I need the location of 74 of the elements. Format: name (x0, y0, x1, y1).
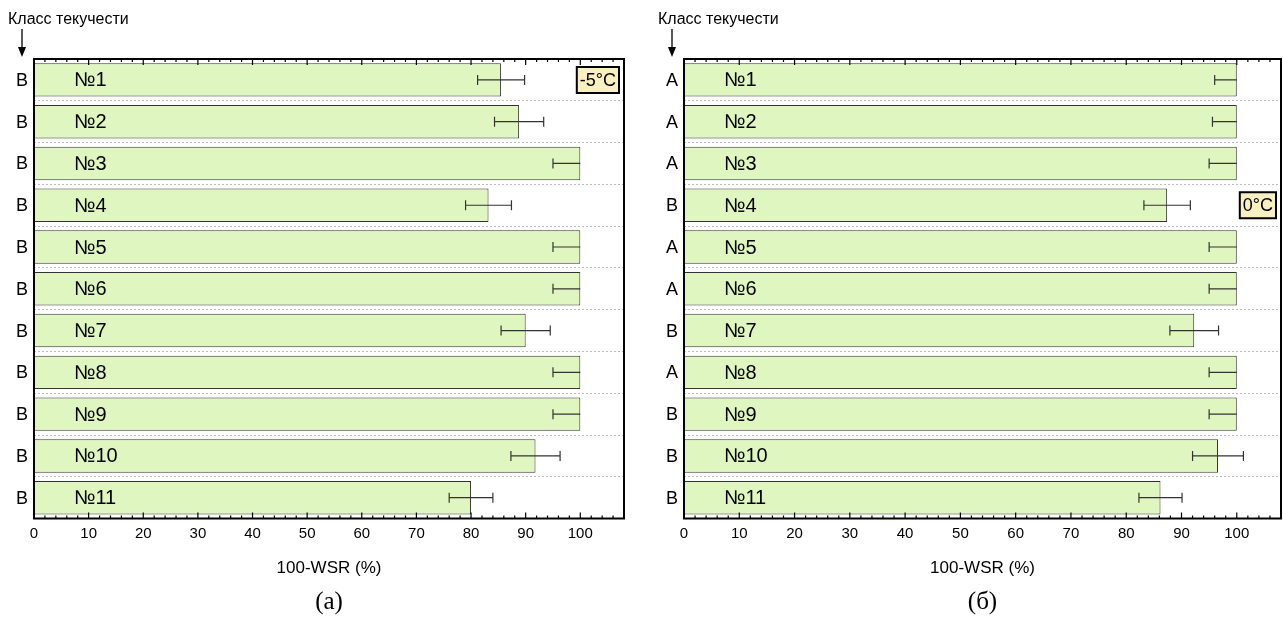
text: B (665, 445, 678, 466)
x-tick-label: 10 (730, 523, 748, 541)
y-tick-label: №11 (724, 486, 767, 509)
annotation: 0°C (1242, 195, 1274, 216)
x-tick-label: 30 (841, 523, 859, 541)
text: B (15, 362, 28, 383)
text: B (665, 404, 678, 425)
x-tick-label: 80 (1117, 523, 1135, 541)
x-tick-label: 50 (298, 523, 316, 541)
x-tick-label: 60 (1007, 523, 1025, 541)
x-tick-label: 40 (896, 523, 914, 541)
y-axis-title: Класс текучести (658, 10, 779, 27)
y-axis-title: Класс текучести (8, 10, 129, 27)
x-tick-label: 0 (29, 523, 39, 541)
text: B (665, 195, 678, 216)
text: B (665, 487, 678, 508)
text: A (665, 69, 678, 90)
y-tick-label: №6 (74, 277, 107, 300)
y-tick-label: №7 (74, 319, 107, 342)
y-tick-label: №2 (74, 110, 107, 133)
text: (б) (967, 586, 998, 615)
text: B (15, 445, 28, 466)
annotation: -5°C (579, 69, 616, 90)
x-tick-label: 20 (134, 523, 152, 541)
x-axis-title: 100-WSR (%) (930, 558, 1035, 578)
text: B (15, 320, 28, 341)
x-tick-label: 40 (244, 523, 261, 541)
x-tick-label: 20 (786, 523, 803, 541)
x-tick-label: 90 (517, 523, 535, 541)
text: A (665, 153, 678, 174)
x-tick-label: 90 (1173, 523, 1190, 541)
y-tick-label: №10 (74, 444, 118, 467)
y-tick-label: №1 (724, 68, 757, 91)
text: B (15, 195, 28, 216)
x-tick-label: 70 (408, 523, 425, 541)
text: B (15, 111, 28, 132)
y-tick-label: №6 (724, 277, 757, 300)
x-tick-label: 0 (679, 523, 689, 541)
y-tick-label: №9 (74, 402, 107, 425)
x-axis-title: 100-WSR (%) (276, 558, 382, 578)
text: (а) (315, 586, 343, 615)
y-tick-label: №10 (724, 444, 768, 467)
text: B (15, 153, 28, 174)
text: B (15, 236, 28, 257)
x-tick-label: 100 (567, 523, 593, 541)
text: B (665, 320, 678, 341)
y-tick-label: №11 (74, 486, 117, 509)
y-tick-label: №5 (74, 235, 107, 258)
x-tick-label: 70 (1062, 523, 1080, 541)
text: A (665, 111, 678, 132)
y-tick-label: №3 (724, 151, 757, 174)
y-tick-label: №1 (74, 68, 107, 91)
text: B (15, 404, 28, 425)
text: A (665, 236, 678, 257)
y-tick-label: №4 (724, 193, 757, 216)
text: B (15, 278, 28, 299)
x-tick-label: 80 (462, 523, 480, 541)
y-tick-label: №9 (724, 402, 757, 425)
x-tick-label: 100 (1224, 523, 1250, 541)
y-tick-label: №7 (724, 319, 757, 342)
y-tick-label: №5 (724, 235, 757, 258)
text: B (15, 487, 28, 508)
y-tick-label: №4 (74, 193, 107, 216)
y-tick-label: №8 (724, 360, 757, 383)
text: A (665, 362, 678, 383)
y-tick-label: №8 (74, 360, 107, 383)
text: A (665, 278, 678, 299)
x-tick-label: 30 (189, 523, 207, 541)
text: B (15, 69, 28, 90)
y-tick-label: №2 (724, 110, 757, 133)
y-tick-label: №3 (74, 151, 107, 174)
x-tick-label: 50 (952, 523, 969, 541)
x-tick-label: 10 (80, 523, 97, 541)
x-tick-label: 60 (353, 523, 371, 541)
